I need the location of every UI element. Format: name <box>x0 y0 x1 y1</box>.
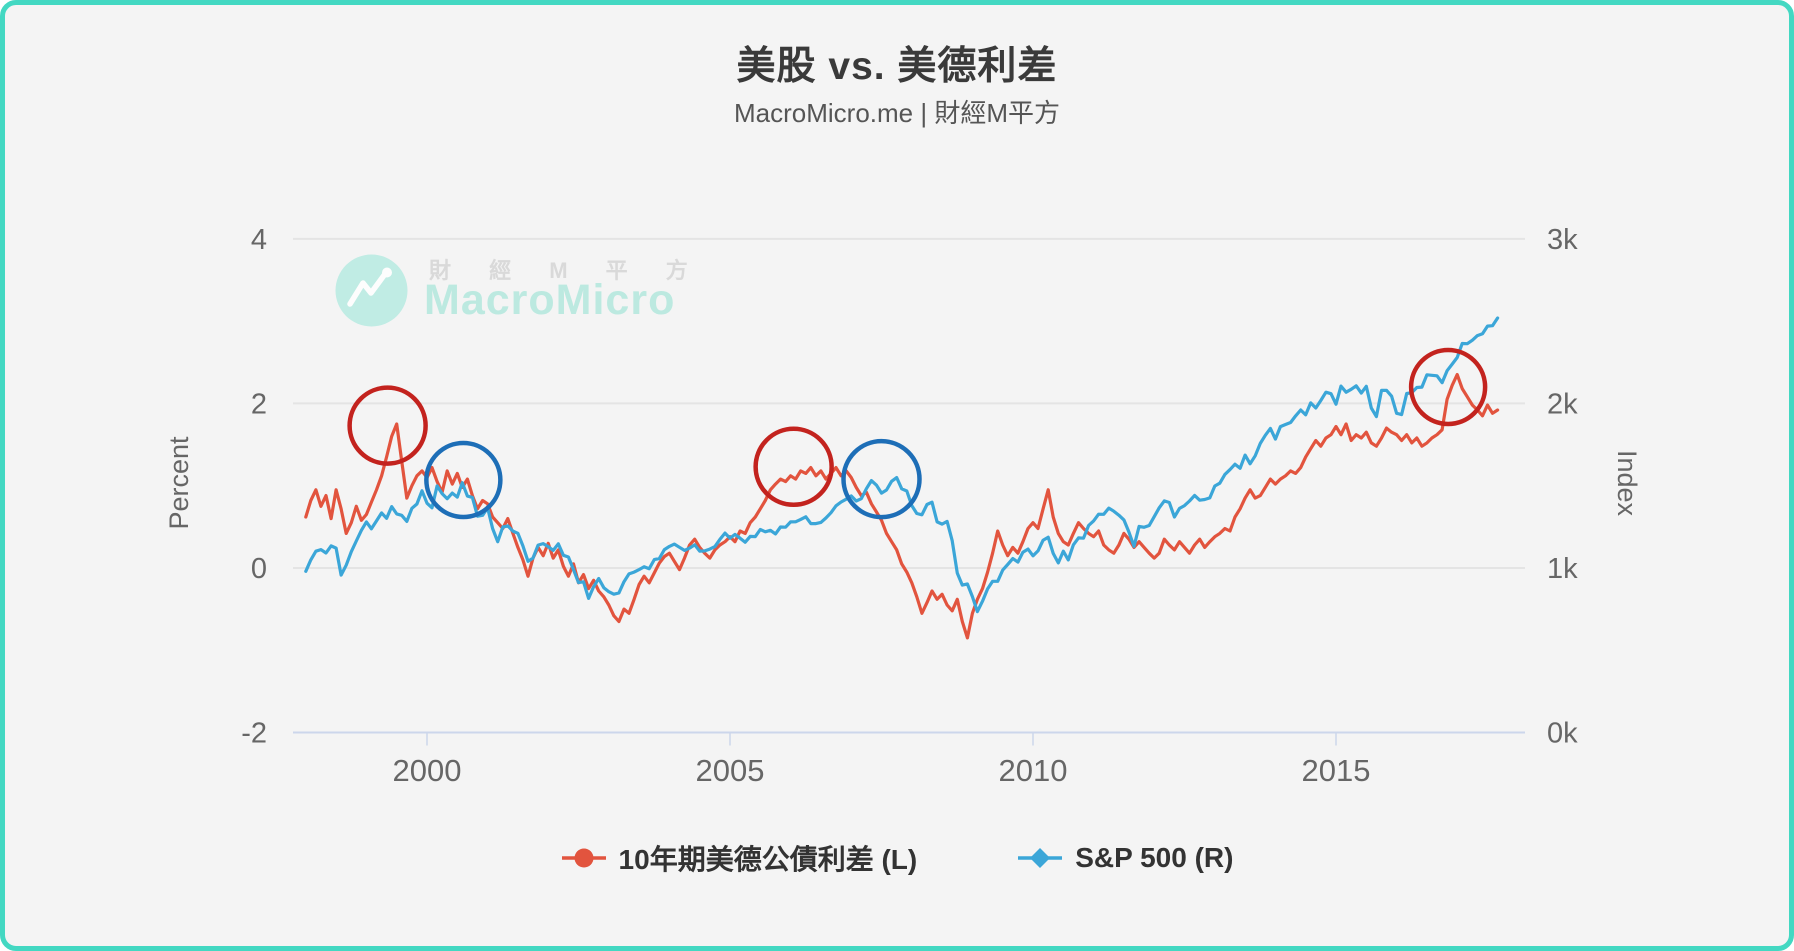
annotation-circle <box>1408 347 1488 427</box>
y-axis-tick-label-right: 1k <box>1547 553 1578 585</box>
watermark-brand: MacroMicro <box>424 276 676 324</box>
x-axis-tick-label: 2015 <box>1302 753 1371 788</box>
legend-item-spread[interactable]: 10年期美德公債利差 (L) <box>561 838 918 878</box>
chart-subtitle: MacroMicro.me | 財經M平方 <box>734 98 1060 128</box>
x-axis-tick-label: 2005 <box>696 753 765 788</box>
watermark-brand-zh: 財 經 M 平 方 <box>429 258 704 283</box>
x-axis-tick-label: 2000 <box>393 753 462 788</box>
annotation-circle <box>841 438 922 520</box>
sp500-line-marker-icon <box>1018 848 1063 868</box>
legend-label-sp500: S&P 500 (R) <box>1075 842 1234 873</box>
macromicro-logo-icon <box>335 254 408 327</box>
spread-line-marker-icon <box>561 848 606 868</box>
y-axis-title-right: Index <box>1612 450 1642 517</box>
chart-plot-area: 4 2 0 -2 3k 2k 1k 0k 2000 2005 2010 2015 Percent Inde… <box>164 224 1642 788</box>
y-axis-tick-label-left: 2 <box>251 388 267 420</box>
x-axis-tick-label: 2010 <box>999 753 1068 788</box>
y-axis-tick-label-left: 4 <box>251 224 267 256</box>
y-axis-tick-label-right: 2k <box>1547 388 1578 420</box>
series-line-sp500 <box>304 316 1500 614</box>
y-axis-tick-label-right: 0k <box>1547 718 1578 750</box>
y-axis-tick-label-left: -2 <box>241 718 267 750</box>
y-axis-tick-label-left: 0 <box>251 553 267 585</box>
legend-item-sp500[interactable]: S&P 500 (R) <box>1017 842 1233 874</box>
y-axis-title-left: Percent <box>164 436 194 530</box>
y-axis-tick-label-right: 3k <box>1547 224 1578 256</box>
legend-label-spread: 10年期美德公債利差 (L) <box>618 844 918 875</box>
chart-legend: 10年期美德公債利差 (L) S&P 500 (R) <box>5 838 1789 878</box>
annotation-circle <box>753 426 834 508</box>
chart-title: 美股 vs. 美德利差 <box>736 45 1058 88</box>
annotation-circle <box>424 440 503 520</box>
series-line-spread <box>304 373 1500 640</box>
annotation-circle <box>347 385 428 466</box>
